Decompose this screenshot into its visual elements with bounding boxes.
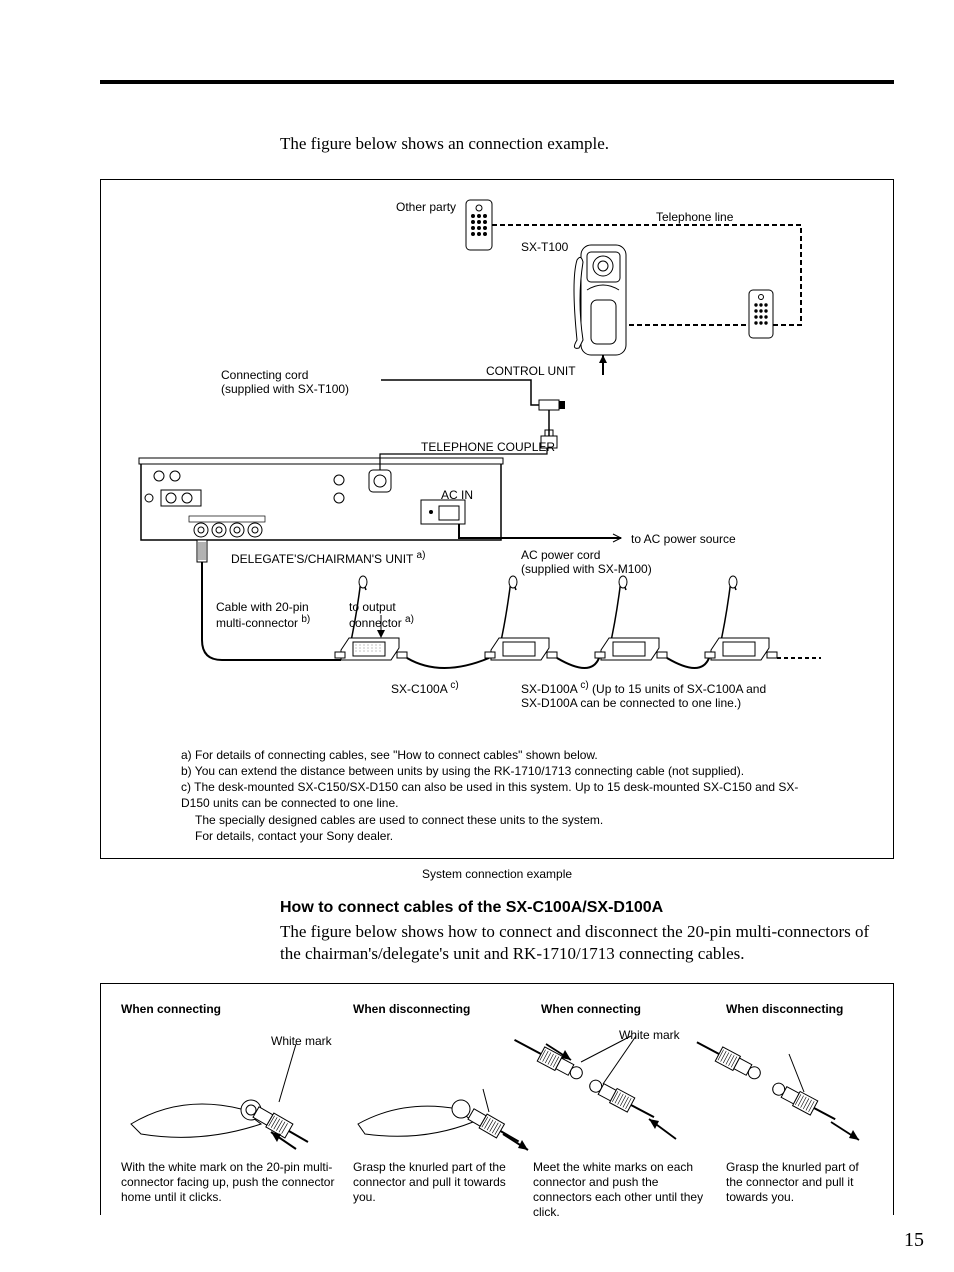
diagram-caption: System connection example (100, 867, 894, 881)
footnote-a: a) For details of connecting cables, see… (181, 747, 813, 763)
diagram-footnotes: a) For details of connecting cables, see… (181, 747, 813, 844)
label-sx-t100: SX-T100 (521, 240, 568, 254)
label-ac-cord: AC power cord (supplied with SX-M100) (521, 548, 652, 577)
label-sx-d100a: SX-D100A c) (Up to 15 units of SX-C100A … (521, 680, 766, 711)
label-connecting-cord: Connecting cord (supplied with SX-T100) (221, 368, 349, 397)
section-heading: How to connect cables of the SX-C100A/SX… (280, 899, 894, 917)
instr-text-4: Grasp the knurled part of the connector … (726, 1160, 876, 1205)
label-other-party: Other party (396, 200, 456, 214)
instruction-box: When connecting When disconnecting When … (100, 983, 894, 1215)
label-control-unit: CONTROL UNIT (486, 364, 576, 378)
header-rule (100, 80, 894, 84)
label-to-ac: to AC power source (631, 532, 736, 546)
page-number: 15 (904, 1229, 924, 1252)
instr-text-2: Grasp the knurled part of the connector … (353, 1160, 518, 1205)
label-del-chair: DELEGATE'S/CHAIRMAN'S UNIT a) (231, 550, 425, 566)
footnote-c2: The specially designed cables are used t… (181, 812, 813, 828)
label-telephone-coupler: TELEPHONE COUPLER (421, 440, 555, 454)
instr-text-3: Meet the white marks on each connector a… (533, 1160, 708, 1220)
label-to-output: to output connector a) (349, 600, 414, 631)
intro-text: The figure below shows an connection exa… (280, 134, 894, 154)
label-sx-c100a: SX-C100A c) (391, 680, 459, 696)
label-ac-in: AC IN (441, 488, 473, 502)
instr-text-1: With the white mark on the 20-pin multi-… (121, 1160, 336, 1205)
footnote-c3: For details, contact your Sony dealer. (181, 828, 813, 844)
footnote-c: c) The desk-mounted SX-C150/SX-D150 can … (181, 779, 813, 811)
label-cable-20pin: Cable with 20-pin multi-connector b) (216, 600, 310, 631)
connection-diagram: Other party Telephone line SX-T100 Conne… (100, 179, 894, 859)
label-telephone-line: Telephone line (656, 210, 733, 224)
section-body: The figure below shows how to connect an… (280, 921, 894, 965)
footnote-b: b) You can extend the distance between u… (181, 763, 813, 779)
